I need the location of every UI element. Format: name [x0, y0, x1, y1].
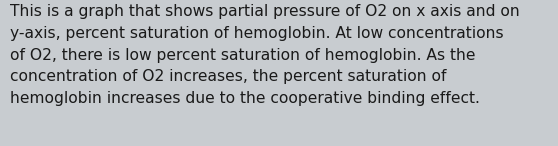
Text: This is a graph that shows partial pressure of O2 on x axis and on
y-axis, perce: This is a graph that shows partial press… — [10, 4, 520, 106]
